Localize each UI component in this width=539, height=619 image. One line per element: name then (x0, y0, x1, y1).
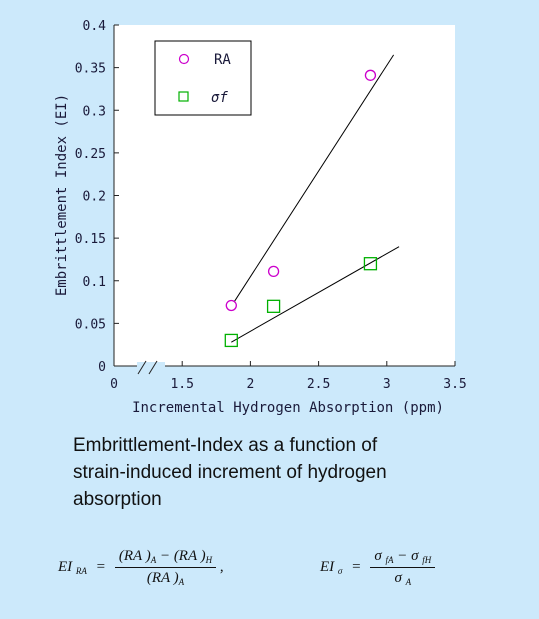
formula-equals: = (96, 559, 106, 575)
formula-sigma-lhs: EI σ (320, 559, 342, 576)
y-tick-label: 0 (98, 360, 106, 375)
formula-subscript: fH (422, 555, 432, 565)
formula-subscript: A (150, 555, 157, 565)
formula-symbol: EI (320, 559, 335, 575)
y-tick-label: 0.2 (83, 190, 106, 205)
data-point-sf (266, 299, 281, 313)
y-axis-label: Embrittlement Index (EI) (54, 94, 70, 296)
x-tick-label: 0 (110, 377, 118, 392)
figure-caption: Embrittlement-Index as a function of str… (73, 432, 493, 513)
y-tick-label: 0.35 (75, 62, 106, 77)
formula-sigma-numerator: σ fA − σ fH (370, 548, 436, 568)
x-tick-label: 2.5 (307, 377, 330, 392)
x-tick-label: 2 (246, 377, 254, 392)
data-point-ra (225, 299, 237, 312)
formula-subscript: σ (337, 566, 343, 576)
y-tick-label: 0.25 (75, 147, 106, 162)
formula-sigma-fraction: σ fA − σ fH σ A (370, 548, 436, 587)
formula-minus: − (397, 548, 408, 564)
formula-term: σ (411, 548, 419, 564)
caption-line: Embrittlement-Index as a function of (73, 435, 378, 456)
data-point-ra (267, 265, 280, 278)
formula-ra-lhs: EI RA (58, 559, 87, 576)
x-axis-label: Incremental Hydrogen Absorption (ppm) (132, 400, 444, 416)
caption-line: strain-induced increment of hydrogen (73, 462, 387, 483)
formula-subscript: H (205, 555, 213, 565)
y-tick-label: 0.4 (83, 19, 107, 34)
formula-term: (RA ) (146, 570, 179, 586)
axis-break-mark (148, 360, 158, 375)
legend-label-sf: σf (211, 90, 228, 106)
legend-marker-sf (178, 91, 189, 102)
formula-ei-sigma: EI σ = σ fA − σ fH σ A (320, 548, 436, 587)
formula-term: (RA ) (173, 548, 206, 564)
legend-box (154, 40, 252, 116)
legend-marker-ra (178, 53, 190, 65)
x-tick-label: 3 (383, 377, 391, 392)
formula-ra-denominator: (RA )A (115, 568, 216, 587)
caption-line: absorption (73, 489, 162, 510)
formula-comma: , (219, 559, 224, 575)
formula-ra-numerator: (RA )A − (RA )H (114, 548, 217, 568)
formula-minus: − (159, 548, 171, 564)
y-tick-label: 0.15 (75, 232, 106, 247)
y-tick-label: 0.05 (75, 317, 106, 332)
y-tick-label: 0.3 (83, 104, 106, 119)
formula-symbol: EI (58, 559, 73, 575)
chart: 0 0.05 0.1 0.15 0.2 0.25 0.3 0.35 0.4 0 1.5 2 2.5 3 3.… (54, 19, 467, 416)
formula-term: σ (374, 548, 382, 564)
data-point-ra (364, 69, 377, 81)
formula-term: σ (394, 570, 402, 586)
y-tick-label: 0.1 (83, 275, 106, 290)
formula-ra-fraction: (RA )A − (RA )H (RA )A (114, 548, 217, 587)
axis-break-gap (137, 362, 165, 372)
axis-break-mark (137, 360, 147, 375)
formula-subscript: A (405, 577, 412, 587)
data-point-sf (363, 257, 378, 271)
x-tick-label: 1.5 (170, 377, 193, 392)
formula-equals: = (352, 559, 361, 575)
legend: RA σf (154, 40, 252, 116)
trendline-sf (231, 246, 400, 343)
formula-term: (RA ) (118, 548, 151, 564)
formula-subscript: A (178, 577, 185, 587)
formula-subscript: fA (385, 555, 394, 565)
legend-label-ra: RA (214, 52, 231, 68)
formula-sigma-denominator: σ A (370, 568, 435, 587)
trendline-ra (233, 54, 395, 303)
formula-subscript: RA (75, 566, 87, 576)
data-point-sf (224, 333, 238, 348)
x-tick-label: 3.5 (443, 377, 466, 392)
formula-ei-ra: EI RA = (RA )A − (RA )H (RA )A , (58, 548, 224, 587)
